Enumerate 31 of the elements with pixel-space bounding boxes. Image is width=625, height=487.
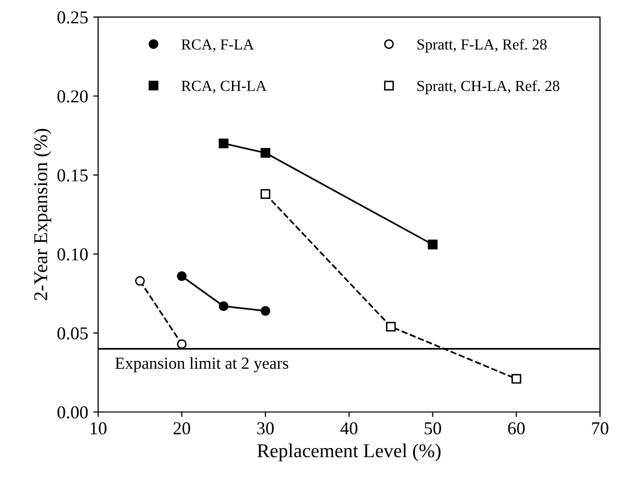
x-tick-label: 40 <box>340 422 358 434</box>
point <box>176 339 187 349</box>
legend-label: Spratt, F-LA, Ref. 28 <box>417 38 547 53</box>
point <box>260 189 270 199</box>
y-tick-label: 0.25 <box>57 11 88 24</box>
y-tick-label: 0.15 <box>57 169 88 182</box>
point <box>135 276 145 286</box>
x-tick-label: 60 <box>508 422 525 434</box>
x-axis-title: Replacement Level (%) <box>257 444 441 462</box>
x-tick-label: 20 <box>174 422 190 434</box>
point <box>260 148 270 158</box>
point <box>260 306 270 316</box>
y-tick-label: 0.05 <box>57 327 88 340</box>
legend-label: RCA, F-LA <box>181 39 254 52</box>
point <box>176 271 187 281</box>
point <box>218 138 228 148</box>
ref-line-label: Expansion limit at 2 years <box>115 357 288 372</box>
y-tick-label: 0.00 <box>57 406 88 419</box>
x-tick-label: 30 <box>257 422 274 434</box>
x-tick-label: 10 <box>90 422 106 434</box>
legend-label: RCA, CH-LA <box>181 80 267 94</box>
x-tick-label: 50 <box>424 422 442 434</box>
x-tick-label: 70 <box>592 422 608 434</box>
y-tick-label: 0.20 <box>57 90 88 103</box>
point <box>428 240 438 250</box>
point <box>511 374 522 384</box>
point <box>218 301 228 312</box>
y-axis-title: 2-Year Expansion (%) <box>34 128 52 300</box>
y-tick-label: 0.10 <box>57 248 88 261</box>
legend-label: Spratt, CH-LA, Ref. 28 <box>417 80 560 94</box>
point <box>386 322 396 332</box>
